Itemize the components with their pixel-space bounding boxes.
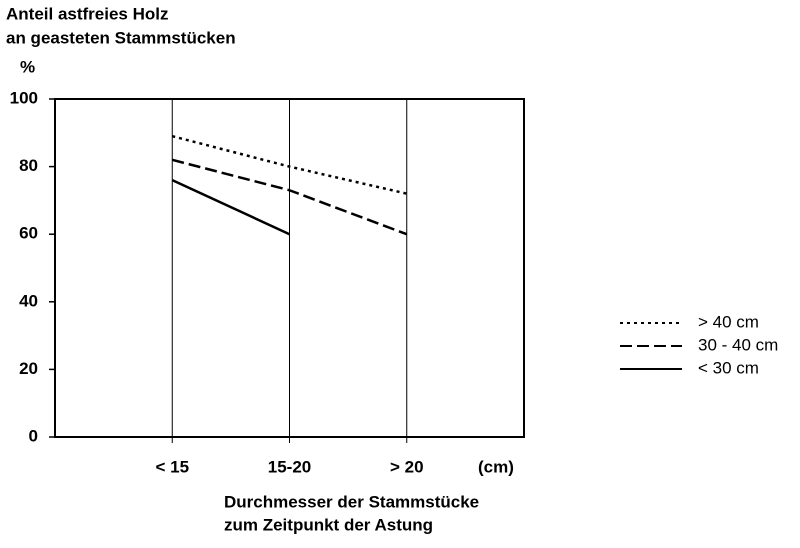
y-tick-label: 20	[19, 359, 38, 378]
y-tick-label: 80	[19, 156, 38, 175]
x-axis-title: zum Zeitpunkt der Astung	[224, 515, 433, 534]
series-line	[171, 134, 408, 195]
legend-label: < 30 cm	[698, 358, 759, 377]
y-tick-label: 40	[19, 291, 38, 310]
legend-label: > 40 cm	[698, 312, 759, 331]
x-tick-label: 15-20	[268, 457, 311, 476]
y-tick-label: 0	[29, 426, 38, 445]
legend-label: 30 - 40 cm	[698, 335, 778, 354]
y-tick-label: 60	[19, 224, 38, 243]
y-tick-label: 100	[10, 88, 38, 107]
x-tick-label: < 15	[155, 457, 189, 476]
x-axis-title: Durchmesser der Stammstücke	[224, 492, 479, 511]
y-unit: %	[20, 57, 35, 76]
series-line	[171, 178, 291, 236]
x-tick-label: > 20	[390, 457, 424, 476]
chart-title: Anteil astfreies Holz	[6, 4, 169, 23]
series-line	[171, 158, 408, 236]
chart-title: an geasteten Stammstücken	[6, 28, 236, 47]
x-unit: (cm)	[478, 457, 514, 476]
